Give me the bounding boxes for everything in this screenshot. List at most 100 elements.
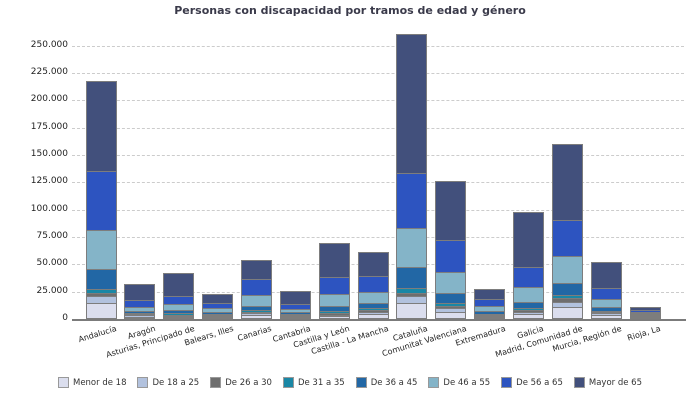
legend-label: De 36 a 45 — [370, 377, 418, 388]
gridline — [72, 236, 684, 238]
bar-extremadura — [474, 289, 506, 319]
bar-segment-mayor-de-65 — [357, 251, 389, 277]
legend-item-de-56-a-65: De 56 a 65 — [501, 377, 563, 388]
bar-segment-mayor-de-65 — [396, 34, 428, 174]
bar-murcia-regi-n-de — [590, 262, 622, 319]
gridline — [72, 45, 684, 47]
bar-segment-de-36-a-45 — [396, 266, 428, 289]
y-axis-tick-label: 50.000 — [36, 258, 69, 269]
bar-andaluc-a — [85, 80, 117, 319]
legend-label: De 56 a 65 — [516, 377, 563, 388]
bar-canarias — [240, 259, 272, 319]
legend-swatch — [428, 377, 440, 388]
bar-segment-de-56-a-65 — [357, 276, 389, 293]
y-axis-tick-label: 150.000 — [30, 148, 68, 159]
bar-segment-menor-de-18 — [474, 316, 506, 319]
bar-catalu-a — [396, 34, 428, 319]
y-axis-tick-label: 250.000 — [30, 39, 68, 50]
bar-segment-de-56-a-65 — [551, 219, 583, 258]
legend-label: De 18 a 25 — [152, 377, 200, 388]
bar-segment-de-56-a-65 — [512, 266, 544, 288]
bar-segment-menor-de-18 — [202, 316, 234, 319]
gridline — [72, 100, 684, 102]
bar-segment-menor-de-18 — [396, 303, 428, 319]
gridline — [72, 182, 684, 184]
bar-segment-de-56-a-65 — [240, 279, 272, 296]
legend-swatch — [501, 377, 513, 388]
bar-comunitat-valenciana — [435, 180, 467, 319]
bar-segment-mayor-de-65 — [85, 80, 117, 172]
x-axis-line — [72, 318, 686, 321]
y-axis-tick-label: 100.000 — [30, 203, 68, 214]
legend-item-de-36-a-45: De 36 a 45 — [355, 377, 418, 388]
legend-label: De 46 a 55 — [443, 377, 491, 388]
bar-castilla-y-le-n — [318, 243, 350, 319]
legend-item-mayor-de-65: Mayor de 65 — [573, 377, 643, 388]
bar-rioja-la — [629, 307, 661, 319]
bar-segment-mayor-de-65 — [279, 290, 311, 305]
bar-segment-menor-de-18 — [124, 316, 156, 319]
legend-label: De 31 a 35 — [297, 377, 345, 388]
bar-balears-illes — [202, 293, 234, 319]
legend-swatch — [137, 377, 149, 388]
bar-segment-mayor-de-65 — [124, 284, 156, 302]
bar-segment-de-46-a-55 — [396, 227, 428, 268]
legend-swatch — [210, 377, 222, 388]
legend-item-de-26-a-30: De 26 a 30 — [210, 377, 272, 388]
legend-swatch — [573, 377, 585, 388]
bar-segment-de-56-a-65 — [318, 277, 350, 295]
bar-segment-mayor-de-65 — [163, 272, 195, 298]
bar-segment-mayor-de-65 — [435, 180, 467, 242]
legend-item-de-31-a-35: De 31 a 35 — [282, 377, 345, 388]
bar-segment-menor-de-18 — [551, 307, 583, 319]
bar-segment-de-56-a-65 — [396, 172, 428, 229]
bar-segment-de-46-a-55 — [512, 286, 544, 303]
bar-cantabria — [279, 290, 311, 319]
bar-galicia — [512, 211, 544, 319]
legend-label: Menor de 18 — [72, 377, 127, 388]
gridline — [72, 72, 684, 74]
bar-segment-de-46-a-55 — [318, 293, 350, 308]
legend: Menor de 18 De 18 a 25 De 26 a 30 De 31 a 3… — [0, 377, 700, 388]
bar-segment-de-46-a-55 — [435, 272, 467, 295]
y-axis-tick-label: 25.000 — [36, 285, 69, 296]
x-axis-category-label: Rioja, La — [626, 324, 662, 343]
bar-segment-mayor-de-65 — [551, 144, 583, 221]
y-axis-tick-label: 200.000 — [30, 94, 68, 105]
bar-segment-mayor-de-65 — [512, 211, 544, 268]
bar-asturias-principado-de — [163, 272, 195, 319]
bar-segment-de-56-a-65 — [435, 240, 467, 274]
bar-segment-mayor-de-65 — [240, 259, 272, 281]
gridline — [72, 154, 684, 156]
x-axis-category-label: Andalucía — [77, 324, 118, 345]
bar-arag-n — [124, 284, 156, 319]
gridline — [72, 209, 684, 211]
legend-swatch — [57, 377, 69, 388]
y-axis-tick-label: 0 — [62, 313, 68, 323]
y-axis-tick-label: 125.000 — [30, 176, 68, 187]
bar-segment-mayor-de-65 — [590, 262, 622, 290]
bar-segment-de-46-a-55 — [85, 229, 117, 271]
bar-segment-mayor-de-65 — [318, 243, 350, 279]
legend-item-menor-de-18: Menor de 18 — [57, 377, 127, 388]
legend-label: Mayor de 65 — [588, 377, 643, 388]
bar-segment-de-56-a-65 — [85, 171, 117, 231]
bar-segment-de-36-a-45 — [85, 269, 117, 290]
bar-madrid-comunidad-de — [551, 144, 583, 319]
legend-item-de-18-a-25: De 18 a 25 — [137, 377, 199, 388]
bar-segment-menor-de-18 — [85, 303, 117, 319]
legend-swatch — [282, 377, 294, 388]
y-axis-tick-label: 225.000 — [30, 66, 68, 77]
x-axis-category-label: Canarias — [236, 324, 274, 343]
y-axis-tick-label: 175.000 — [30, 121, 68, 132]
bar-castilla-la-mancha — [357, 251, 389, 319]
legend-label: De 26 a 30 — [225, 377, 272, 388]
legend-swatch — [355, 377, 367, 388]
gridline — [72, 127, 684, 129]
y-axis-tick-label: 75.000 — [36, 230, 69, 241]
bar-segment-de-46-a-55 — [551, 256, 583, 285]
legend-item-de-46-a-55: De 46 a 55 — [428, 377, 490, 388]
chart-title: Personas con discapacidad por tramos de … — [174, 4, 526, 17]
